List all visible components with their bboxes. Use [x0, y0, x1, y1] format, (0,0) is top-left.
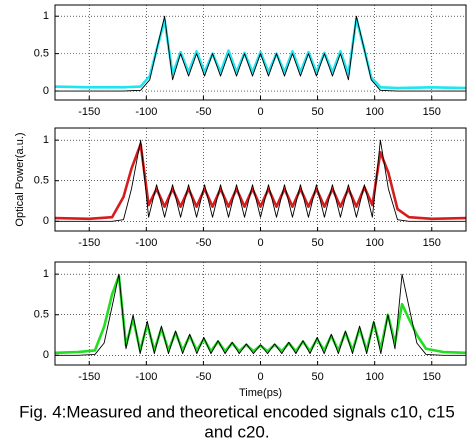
x-tick-label: -100 — [135, 106, 157, 118]
theory-line — [55, 273, 466, 356]
theory-line — [55, 15, 466, 92]
x-tick-label: 0 — [257, 106, 263, 118]
x-tick-label: -50 — [195, 371, 211, 383]
x-tick-label: 100 — [365, 371, 383, 383]
x-tick-label: 150 — [423, 106, 441, 118]
y-tick-label: 0.5 — [34, 48, 49, 60]
x-tick-label: 0 — [257, 371, 263, 383]
x-tick-label: -50 — [195, 237, 211, 249]
plot-frame — [54, 261, 467, 366]
plot-frame — [54, 4, 467, 101]
x-tick-label: -150 — [78, 371, 100, 383]
y-tick-label: 1 — [43, 268, 49, 280]
x-axis-label: Time(ps) — [239, 387, 282, 399]
x-tick-label: 50 — [311, 371, 323, 383]
y-tick-label: 0 — [43, 349, 49, 361]
x-tick-label: -50 — [195, 106, 211, 118]
caption-line: and c20. — [204, 422, 269, 441]
x-tick-label: 50 — [311, 237, 323, 249]
y-tick-label: 0.5 — [34, 309, 49, 321]
x-tick-label: 100 — [365, 106, 383, 118]
x-tick-label: 150 — [423, 371, 441, 383]
y-tick-label: 1 — [43, 10, 49, 22]
y-tick-label: 0 — [43, 215, 49, 227]
plot-frame — [54, 127, 467, 232]
x-tick-label: 150 — [423, 237, 441, 249]
x-tick-label: -150 — [78, 106, 100, 118]
y-axis-label: Optical Power(a.u.) — [14, 132, 26, 226]
x-tick-label: -100 — [135, 371, 157, 383]
x-tick-label: -150 — [78, 237, 100, 249]
y-tick-label: 0 — [43, 85, 49, 97]
x-tick-label: 50 — [311, 106, 323, 118]
x-tick-label: -100 — [135, 237, 157, 249]
x-tick-label: 0 — [257, 237, 263, 249]
y-tick-label: 0.5 — [34, 175, 49, 187]
measured-line — [54, 274, 467, 355]
theory-line — [55, 139, 466, 222]
caption-line: Fig. 4:Measured and theoretical encoded … — [19, 402, 455, 421]
x-tick-label: 100 — [365, 237, 383, 249]
y-tick-label: 1 — [43, 134, 49, 146]
